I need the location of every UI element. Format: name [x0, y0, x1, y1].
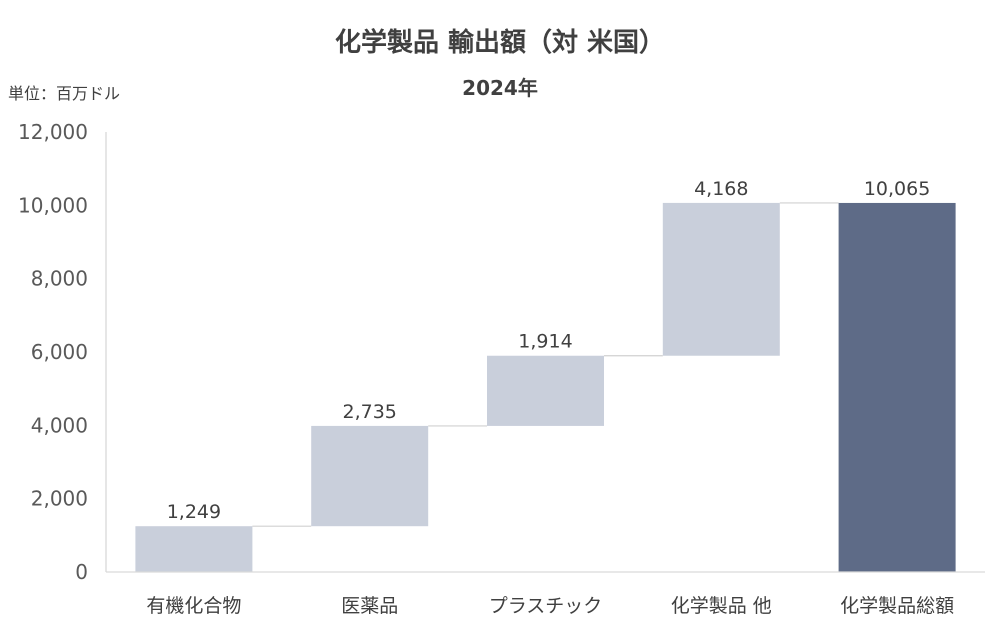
y-tick-label: 2,000	[31, 487, 88, 511]
y-axis-ticks: 0 2,000 4,000 6,000 8,000 10,000 12,000	[18, 120, 88, 584]
bar-total	[838, 202, 956, 572]
y-tick-label: 0	[75, 560, 88, 584]
data-labels: 1,249 2,735 1,914 4,168 10,065	[167, 178, 931, 523]
connector-lines	[252, 202, 839, 527]
data-label: 2,735	[342, 401, 396, 423]
bar-step	[662, 202, 780, 356]
unit-label: 単位：百万ドル	[8, 84, 121, 103]
chart-title: 化学製品 輸出額（対 米国）	[334, 28, 666, 58]
y-tick-label: 12,000	[18, 120, 88, 144]
y-tick-label: 10,000	[18, 193, 88, 217]
chart-subtitle: 2024年	[462, 76, 538, 100]
bars	[135, 202, 956, 572]
bar-step	[311, 425, 429, 527]
data-label: 1,914	[518, 331, 572, 353]
data-label: 1,249	[167, 501, 221, 523]
category-labels: 有機化合物 医薬品 プラスチック 化学製品 他 化学製品総額	[146, 595, 954, 617]
category-label: 医薬品	[341, 595, 398, 617]
data-label: 4,168	[694, 178, 748, 200]
category-label: プラスチック	[489, 595, 603, 617]
y-tick-label: 4,000	[31, 413, 88, 437]
y-tick-label: 8,000	[31, 267, 88, 291]
category-label: 有機化合物	[146, 595, 241, 617]
data-label: 10,065	[864, 178, 930, 200]
category-label: 化学製品総額	[840, 595, 954, 617]
bar-step	[135, 526, 253, 572]
category-label: 化学製品 他	[671, 595, 772, 617]
bar-step	[487, 355, 604, 426]
y-tick-label: 6,000	[31, 340, 88, 364]
